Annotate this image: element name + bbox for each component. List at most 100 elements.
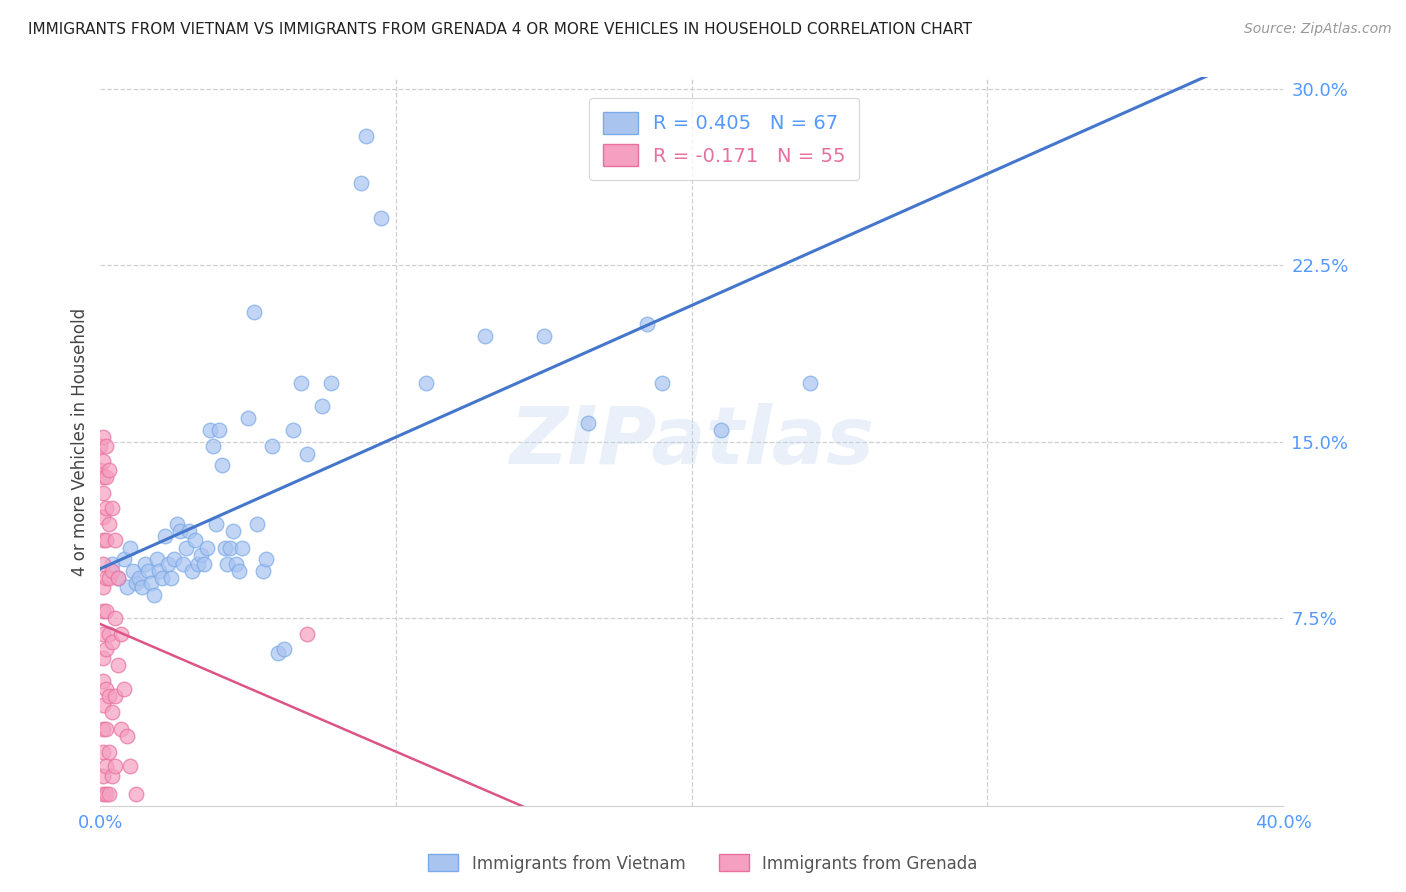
- Point: [204, 516, 226, 531]
- Point: [267, 646, 290, 660]
- Point: [96, 500, 118, 515]
- Point: [184, 533, 207, 548]
- Point: [91, 722, 114, 736]
- Point: [131, 581, 153, 595]
- Point: [91, 510, 114, 524]
- Point: [533, 329, 555, 343]
- Point: [134, 557, 156, 571]
- Point: [101, 557, 124, 571]
- Text: ZIPatlas: ZIPatlas: [509, 403, 875, 481]
- Point: [651, 376, 673, 390]
- Point: [104, 533, 127, 548]
- Point: [281, 423, 304, 437]
- Point: [254, 552, 277, 566]
- Point: [104, 611, 127, 625]
- Point: [98, 463, 121, 477]
- Legend: Immigrants from Vietnam, Immigrants from Grenada: Immigrants from Vietnam, Immigrants from…: [422, 847, 984, 880]
- Point: [160, 571, 183, 585]
- Point: [148, 564, 170, 578]
- Point: [190, 548, 212, 562]
- Text: IMMIGRANTS FROM VIETNAM VS IMMIGRANTS FROM GRENADA 4 OR MORE VEHICLES IN HOUSEHO: IMMIGRANTS FROM VIETNAM VS IMMIGRANTS FR…: [28, 22, 972, 37]
- Point: [155, 529, 177, 543]
- Point: [118, 541, 141, 555]
- Point: [177, 524, 200, 538]
- Point: [107, 571, 129, 585]
- Point: [107, 658, 129, 673]
- Point: [311, 400, 333, 414]
- Point: [297, 627, 319, 641]
- Point: [110, 722, 132, 736]
- Point: [96, 533, 118, 548]
- Point: [91, 453, 114, 467]
- Point: [101, 768, 124, 782]
- Point: [91, 745, 114, 759]
- Point: [252, 564, 274, 578]
- Point: [128, 571, 150, 585]
- Point: [89, 463, 111, 477]
- Point: [96, 641, 118, 656]
- Point: [172, 557, 194, 571]
- Y-axis label: 4 or more Vehicles in Household: 4 or more Vehicles in Household: [72, 308, 89, 576]
- Point: [89, 440, 111, 454]
- Point: [349, 176, 371, 190]
- Point: [214, 541, 236, 555]
- Point: [139, 575, 162, 590]
- Point: [91, 533, 114, 548]
- Point: [273, 641, 295, 656]
- Point: [187, 557, 209, 571]
- Point: [101, 705, 124, 719]
- Point: [125, 787, 148, 801]
- Point: [415, 376, 437, 390]
- Point: [297, 446, 319, 460]
- Point: [243, 305, 266, 319]
- Point: [576, 416, 599, 430]
- Point: [181, 564, 204, 578]
- Point: [98, 627, 121, 641]
- Point: [207, 423, 229, 437]
- Point: [96, 787, 118, 801]
- Point: [125, 575, 148, 590]
- Point: [96, 571, 118, 585]
- Point: [166, 516, 188, 531]
- Legend: R = 0.405   N = 67, R = -0.171   N = 55: R = 0.405 N = 67, R = -0.171 N = 55: [589, 98, 859, 180]
- Point: [98, 571, 121, 585]
- Point: [98, 745, 121, 759]
- Point: [91, 698, 114, 712]
- Point: [225, 557, 247, 571]
- Point: [157, 557, 180, 571]
- Point: [710, 423, 733, 437]
- Point: [231, 541, 253, 555]
- Point: [112, 681, 135, 696]
- Point: [228, 564, 250, 578]
- Point: [201, 440, 224, 454]
- Point: [115, 729, 138, 743]
- Point: [101, 500, 124, 515]
- Point: [91, 627, 114, 641]
- Point: [217, 557, 239, 571]
- Point: [96, 604, 118, 618]
- Text: Source: ZipAtlas.com: Source: ZipAtlas.com: [1244, 22, 1392, 37]
- Point: [98, 689, 121, 703]
- Point: [91, 674, 114, 689]
- Point: [290, 376, 312, 390]
- Point: [636, 317, 658, 331]
- Point: [260, 440, 283, 454]
- Point: [112, 552, 135, 566]
- Point: [169, 524, 191, 538]
- Point: [96, 470, 118, 484]
- Point: [96, 681, 118, 696]
- Point: [96, 440, 118, 454]
- Point: [91, 486, 114, 500]
- Point: [198, 423, 221, 437]
- Point: [91, 430, 114, 444]
- Point: [91, 787, 114, 801]
- Point: [474, 329, 496, 343]
- Point: [211, 458, 233, 473]
- Point: [91, 470, 114, 484]
- Point: [115, 581, 138, 595]
- Point: [104, 689, 127, 703]
- Point: [98, 787, 121, 801]
- Point: [136, 564, 159, 578]
- Point: [246, 516, 269, 531]
- Point: [96, 759, 118, 773]
